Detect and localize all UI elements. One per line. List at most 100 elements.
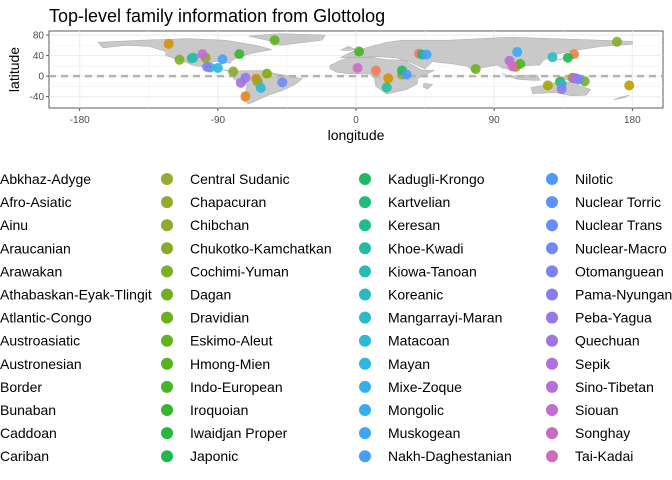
legend-label: Muskogean bbox=[388, 425, 460, 441]
legend-label: Keresan bbox=[388, 217, 440, 233]
legend-key bbox=[546, 380, 558, 393]
legend-key bbox=[359, 242, 371, 255]
legend-label: Khoe-Kwadi bbox=[388, 240, 464, 256]
legend-label: Ainu bbox=[0, 217, 28, 233]
legend-key bbox=[359, 311, 371, 324]
legend-label: Kartvelian bbox=[388, 194, 450, 210]
legend-key bbox=[161, 404, 173, 416]
legend-key bbox=[161, 242, 173, 255]
data-point bbox=[352, 62, 363, 73]
legend-label: Athabaskan-Eyak-Tlingit bbox=[0, 287, 152, 303]
data-point bbox=[217, 54, 228, 65]
data-point bbox=[261, 68, 272, 79]
legend: Abkhaz-Adyge Afro-Asiatic Ainu Araucanian Ar… bbox=[0, 171, 672, 464]
legend-label: Pama-Nyungan bbox=[575, 287, 672, 303]
data-point bbox=[354, 46, 365, 57]
data-point bbox=[174, 54, 185, 65]
chart-title: Top-level family information from Glotto… bbox=[49, 6, 385, 26]
data-point bbox=[228, 66, 239, 77]
x-tick-label: 0 bbox=[353, 115, 359, 126]
legend-label: Atlantic-Congo bbox=[0, 310, 92, 326]
y-tick-label: 80 bbox=[33, 31, 45, 42]
legend-label: Central Sudanic bbox=[190, 171, 290, 187]
data-point bbox=[507, 61, 518, 72]
data-point bbox=[381, 82, 392, 93]
data-point bbox=[269, 35, 280, 46]
legend-key bbox=[359, 219, 371, 232]
data-point bbox=[556, 84, 567, 95]
legend-key bbox=[546, 404, 558, 416]
legend-label: Koreanic bbox=[388, 287, 443, 303]
legend-label: Bunaban bbox=[0, 402, 56, 418]
legend-label: Siouan bbox=[575, 402, 619, 418]
legend-label: Cochimi-Yuman bbox=[190, 263, 289, 279]
data-point bbox=[383, 73, 394, 84]
legend-label: Austroasiatic bbox=[0, 333, 80, 349]
data-point bbox=[512, 47, 523, 58]
data-point bbox=[547, 52, 558, 63]
legend-key bbox=[546, 173, 558, 185]
legend-key bbox=[546, 427, 558, 440]
legend-key bbox=[546, 311, 558, 324]
legend-key bbox=[546, 265, 558, 278]
data-point bbox=[562, 52, 573, 63]
legend-label: Otomanguean bbox=[575, 263, 664, 279]
x-tick-label: -180 bbox=[70, 115, 90, 126]
legend-label: Iroquoian bbox=[190, 402, 248, 418]
data-point bbox=[624, 80, 635, 91]
legend-label: Sepik bbox=[575, 356, 611, 372]
legend-label: Kadugli-Krongo bbox=[388, 171, 485, 187]
legend-key bbox=[359, 427, 371, 440]
legend-label: Eskimo-Aleut bbox=[190, 333, 273, 349]
legend-label: Cariban bbox=[0, 448, 49, 464]
data-point bbox=[515, 58, 526, 69]
legend-label: Austronesian bbox=[0, 356, 82, 372]
legend-label: Chapacuran bbox=[190, 194, 266, 210]
legend-key bbox=[546, 334, 558, 347]
data-point bbox=[568, 73, 579, 84]
y-tick-label: -40 bbox=[30, 92, 45, 103]
legend-key bbox=[546, 242, 558, 255]
legend-key bbox=[359, 334, 371, 347]
legend-label: Mongolic bbox=[388, 402, 444, 418]
data-point bbox=[235, 77, 246, 88]
legend-key bbox=[161, 265, 173, 278]
legend-key bbox=[161, 427, 173, 440]
legend-label: Mangarrayi-Maran bbox=[388, 310, 502, 326]
legend-key bbox=[359, 196, 371, 209]
legend-key bbox=[161, 173, 173, 185]
legend-label: Arawakan bbox=[0, 263, 62, 279]
legend-label: Matacoan bbox=[388, 333, 449, 349]
legend-label: Araucanian bbox=[0, 240, 71, 256]
data-point bbox=[212, 62, 223, 73]
data-point bbox=[611, 36, 622, 47]
data-point bbox=[542, 80, 553, 91]
data-point bbox=[470, 63, 481, 74]
landmass-11 bbox=[423, 83, 434, 90]
legend-key bbox=[161, 196, 173, 209]
legend-label: Dravidian bbox=[190, 310, 249, 326]
data-point bbox=[255, 82, 266, 93]
legend-label: Nuclear-Macro bbox=[575, 240, 667, 256]
legend-key bbox=[161, 311, 173, 324]
legend-label: Tai-Kadai bbox=[575, 448, 633, 464]
legend-label: Mayan bbox=[388, 356, 430, 372]
legend-key bbox=[359, 288, 371, 301]
legend-key bbox=[161, 357, 173, 370]
y-axis-title: latitude bbox=[6, 47, 22, 92]
legend-label: Chukotko-Kamchatkan bbox=[190, 240, 332, 256]
legend-key bbox=[546, 450, 558, 463]
legend-key bbox=[161, 334, 173, 347]
legend-key bbox=[359, 265, 371, 278]
data-point bbox=[370, 65, 381, 76]
y-tick-label: 0 bbox=[38, 72, 44, 83]
legend-key bbox=[161, 380, 173, 393]
data-points bbox=[163, 35, 635, 102]
legend-label: Abkhaz-Adyge bbox=[0, 171, 91, 187]
x-tick-label: 90 bbox=[489, 115, 501, 126]
legend-key bbox=[359, 380, 371, 393]
legend-key bbox=[546, 357, 558, 370]
data-point bbox=[421, 49, 432, 60]
legend-label: Afro-Asiatic bbox=[0, 194, 72, 210]
